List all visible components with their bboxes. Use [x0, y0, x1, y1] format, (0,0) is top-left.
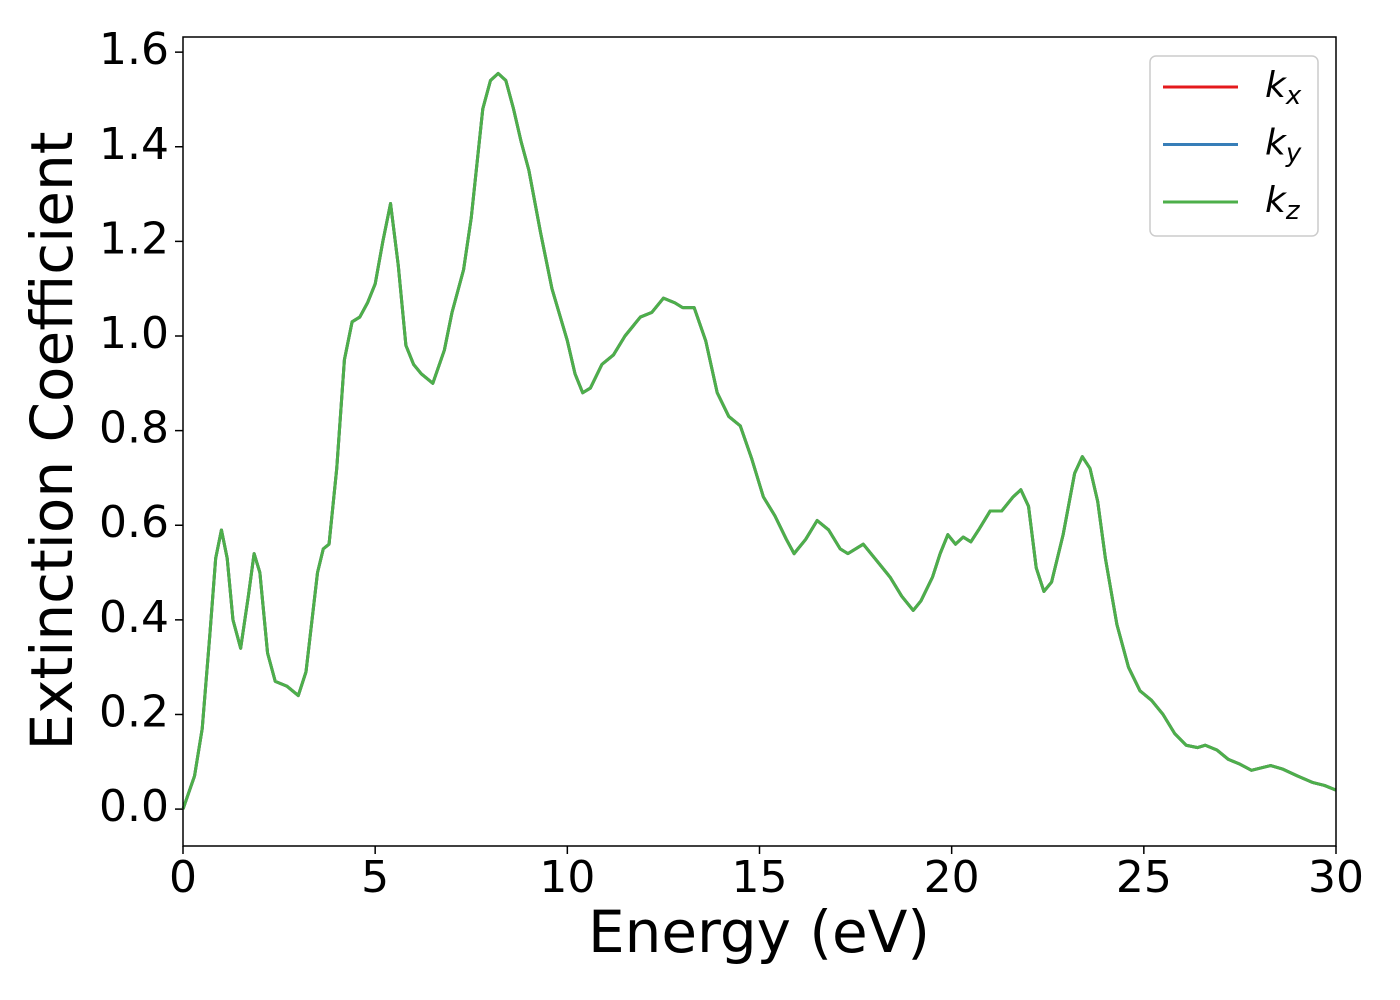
y-tick-label: 1.2: [99, 213, 169, 264]
line-series: [181, 71, 1337, 810]
x-axis-label: Energy (eV): [588, 898, 930, 966]
y-tick-label: 1.6: [99, 24, 169, 75]
x-tick-label: 15: [732, 852, 788, 903]
y-tick-label: 0.0: [99, 781, 169, 832]
x-tick-label: 10: [539, 852, 595, 903]
x-tick-label: 20: [924, 852, 980, 903]
y-tick-label: 0.4: [99, 592, 169, 643]
legend-label: kz: [1265, 180, 1301, 226]
x-tick-label: 0: [169, 852, 197, 903]
y-tick-label: 1.4: [99, 119, 169, 170]
y-tick-label: 1.0: [99, 308, 169, 359]
legend-label: ky: [1265, 123, 1302, 169]
y-tick-label: 0.2: [99, 686, 169, 737]
legend-label: kx: [1265, 65, 1302, 111]
x-tick-label: 30: [1308, 852, 1364, 903]
y-tick-label: 0.6: [99, 497, 169, 548]
x-tick-label: 25: [1116, 852, 1172, 903]
axes-frame: [182, 36, 1337, 847]
y-axis-label: Extinction Coefficient: [18, 132, 86, 751]
x-tick-label: 5: [361, 852, 389, 903]
y-tick-label: 0.8: [99, 403, 169, 454]
